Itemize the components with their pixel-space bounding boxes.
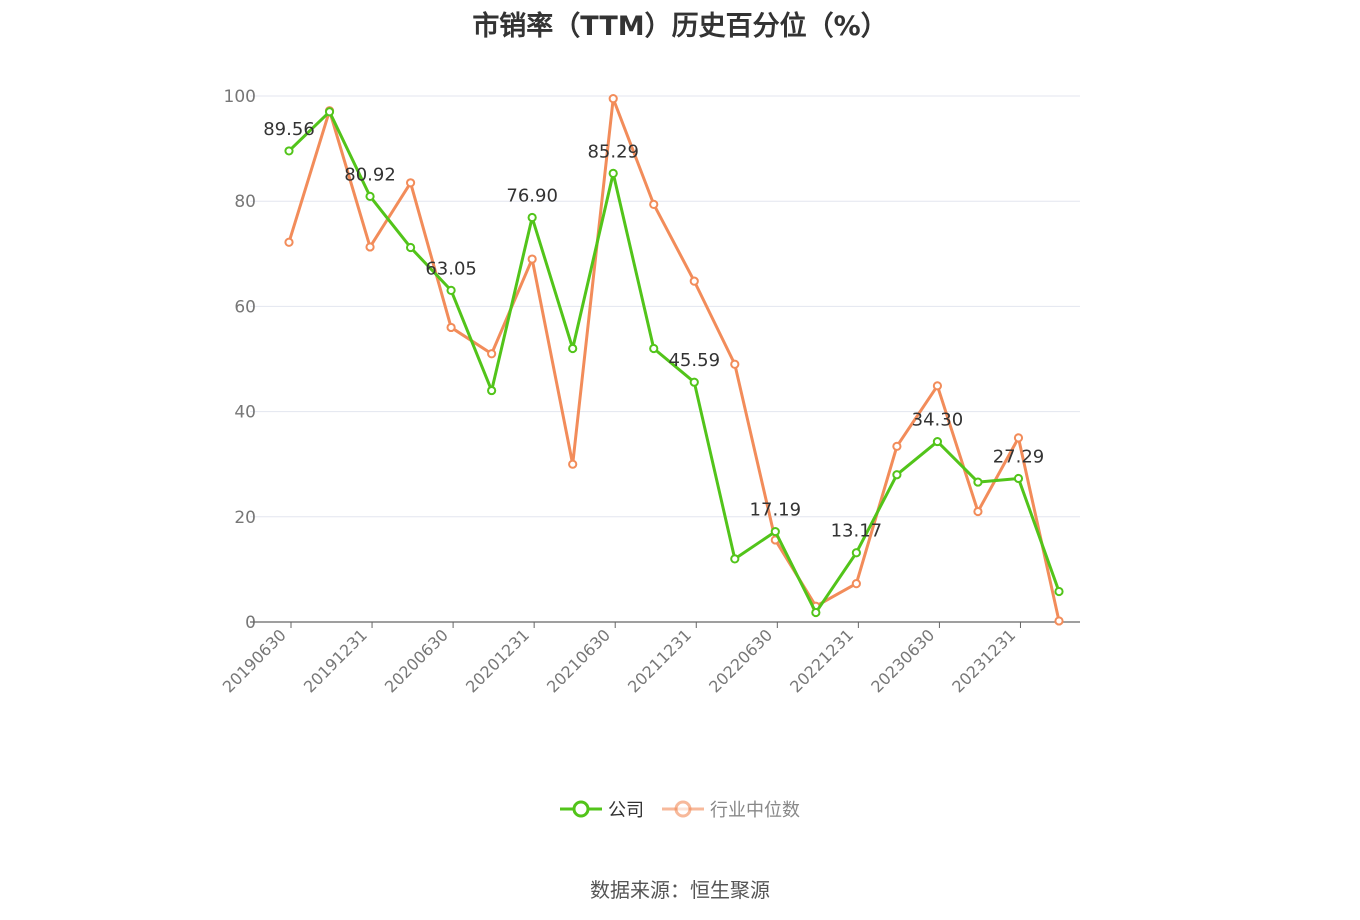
data-point <box>649 343 659 354</box>
x-tick-label: 20210630 <box>543 625 614 696</box>
series-line-company <box>287 110 1061 615</box>
data-label: 80.92 <box>344 164 396 185</box>
data-label: 27.29 <box>993 446 1045 467</box>
data-point <box>608 94 618 104</box>
data-point <box>1013 433 1024 443</box>
series <box>284 94 1064 626</box>
data-point <box>608 168 618 178</box>
x-tick-label: 20200630 <box>381 625 452 696</box>
data-point <box>851 579 861 589</box>
legend-label: 行业中位数 <box>710 800 800 821</box>
data-point <box>365 191 375 201</box>
data-point <box>1054 616 1064 626</box>
data-label: 63.05 <box>425 258 477 279</box>
data-labels: 89.56 80.92 63.05 76.90 85.29 45.59 17.19 13.17… <box>263 119 1044 542</box>
legend-marker-icon <box>560 800 602 818</box>
x-tick-label: 20211231 <box>624 625 695 696</box>
y-tick-label: 100 <box>224 87 256 107</box>
data-point <box>973 506 983 517</box>
data-point <box>405 242 416 253</box>
data-point <box>568 459 578 469</box>
data-label: 89.56 <box>263 119 315 140</box>
data-point <box>892 470 902 480</box>
data-point <box>446 322 456 333</box>
data-point <box>811 607 821 618</box>
data-point <box>324 107 335 117</box>
data-point <box>649 199 659 209</box>
data-point <box>932 436 943 447</box>
data-point <box>527 212 537 223</box>
x-tick-label: 20201231 <box>462 625 533 696</box>
legend-marker-icon <box>662 800 704 818</box>
legend-label: 公司 <box>608 800 644 821</box>
data-label: 76.90 <box>506 186 558 207</box>
data-point <box>365 242 375 252</box>
x-tick-label: 20190630 <box>219 625 290 696</box>
data-point <box>851 548 861 558</box>
data-label: 45.59 <box>668 350 720 371</box>
x-tick-label: 20230630 <box>867 625 938 696</box>
data-point <box>487 349 497 359</box>
data-label: 85.29 <box>587 141 639 162</box>
x-tick-label: 20220630 <box>705 625 776 696</box>
source-note: 数据来源：恒生聚源 <box>590 878 770 902</box>
y-tick-label: 60 <box>234 297 256 317</box>
x-tick-label: 20191231 <box>300 625 371 696</box>
data-point <box>770 526 780 537</box>
x-tick-label: 20231231 <box>948 625 1019 696</box>
data-label: 17.19 <box>750 500 802 521</box>
x-tick-label: 20221231 <box>786 625 857 696</box>
legend: 公司 行业中位数 <box>0 796 1360 822</box>
data-point <box>1013 473 1024 484</box>
chart-title: 市销率（TTM）历史百分位（%） <box>472 11 888 42</box>
data-point <box>1054 586 1064 597</box>
legend-item-company[interactable]: 公司 <box>560 796 644 822</box>
series-line-industry-median <box>287 97 1061 622</box>
data-point <box>973 477 983 487</box>
data-point <box>527 254 537 264</box>
data-point <box>892 441 902 451</box>
y-tick-label: 40 <box>234 403 256 423</box>
data-label: 13.17 <box>831 521 883 542</box>
data-point <box>932 381 943 391</box>
grid-lines <box>250 95 1080 518</box>
legend-item-industry-median[interactable]: 行业中位数 <box>662 796 800 822</box>
data-point <box>689 276 699 286</box>
y-tick-label: 20 <box>234 508 256 528</box>
data-label: 34.30 <box>912 410 964 431</box>
data-point <box>730 359 740 369</box>
data-point <box>487 385 497 396</box>
data-point <box>284 237 294 247</box>
data-point <box>689 377 699 387</box>
data-point <box>405 178 416 188</box>
y-tick-label: 80 <box>234 192 256 212</box>
data-point <box>730 554 740 564</box>
y-tick-label: 0 <box>245 613 256 633</box>
data-point <box>446 285 456 295</box>
data-point <box>568 343 578 354</box>
data-point <box>284 146 294 156</box>
